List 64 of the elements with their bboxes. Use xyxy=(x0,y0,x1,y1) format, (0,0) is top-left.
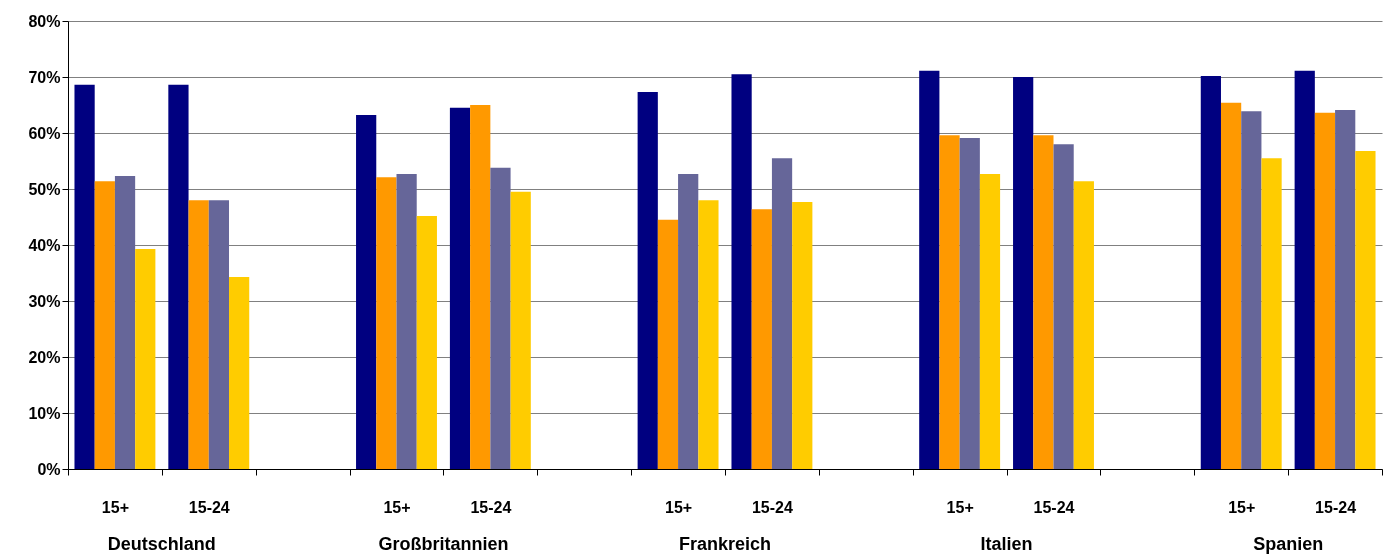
text: Frankreich xyxy=(678,534,772,554)
bar xyxy=(510,191,531,469)
bar xyxy=(939,135,960,469)
y-tick-label: 20% xyxy=(28,348,61,366)
y-tick-label: 60% xyxy=(28,124,61,142)
bar xyxy=(416,215,437,469)
bar xyxy=(490,167,511,469)
bar xyxy=(1053,144,1074,469)
bar xyxy=(94,181,115,469)
bar xyxy=(376,177,397,469)
bar xyxy=(1335,110,1356,469)
x-tick-label: 15+ xyxy=(946,498,974,516)
bar xyxy=(470,105,491,469)
bar xyxy=(396,173,417,469)
bar xyxy=(1013,77,1034,469)
y-tick-label: 50% xyxy=(28,180,61,198)
x-tick-label: 15-24 xyxy=(751,498,793,516)
bar xyxy=(678,173,699,469)
x-tick-label: 15-24 xyxy=(1315,498,1357,516)
bar xyxy=(135,248,156,469)
bar xyxy=(114,176,136,469)
bar xyxy=(1200,75,1221,469)
bar xyxy=(229,276,250,469)
y-tick-label: 30% xyxy=(28,292,61,310)
bar xyxy=(1220,102,1242,469)
x-tick-label: 15+ xyxy=(383,498,411,516)
bar xyxy=(1241,111,1262,469)
y-tick-label: 40% xyxy=(28,236,61,254)
text: Großbritannien xyxy=(378,534,509,554)
x-tick-label: 15-24 xyxy=(470,498,512,516)
x-tick-label: 15-24 xyxy=(188,498,230,516)
bar xyxy=(657,219,679,469)
bar xyxy=(637,92,658,469)
y-tick-label: 80% xyxy=(28,12,61,30)
y-tick-label: 0% xyxy=(37,460,61,478)
bar xyxy=(771,158,793,469)
bar xyxy=(208,200,230,469)
x-tick-label: 15+ xyxy=(101,498,129,516)
x-tick-label: 15+ xyxy=(665,498,693,516)
bar xyxy=(919,70,940,469)
bar xyxy=(792,201,813,469)
bar xyxy=(1355,150,1376,469)
text: Italien xyxy=(980,534,1033,554)
bar xyxy=(356,115,377,469)
bar xyxy=(979,173,1001,469)
bar xyxy=(959,138,980,469)
y-tick-label: 70% xyxy=(28,68,61,86)
bar xyxy=(1261,158,1282,469)
bar xyxy=(698,200,719,469)
bar xyxy=(1073,181,1094,469)
bar xyxy=(168,84,189,469)
bar xyxy=(1294,70,1315,469)
text: Deutschland xyxy=(107,534,216,554)
x-tick-label: 15-24 xyxy=(1033,498,1075,516)
bar xyxy=(731,74,752,469)
bar xyxy=(1314,112,1336,469)
bar xyxy=(74,84,95,469)
y-tick-label: 10% xyxy=(28,404,61,422)
bar xyxy=(751,209,772,469)
bar xyxy=(188,200,209,469)
x-tick-label: 15+ xyxy=(1228,498,1256,516)
bar xyxy=(449,107,471,469)
bar xyxy=(1033,135,1054,469)
text: Spanien xyxy=(1253,534,1324,554)
